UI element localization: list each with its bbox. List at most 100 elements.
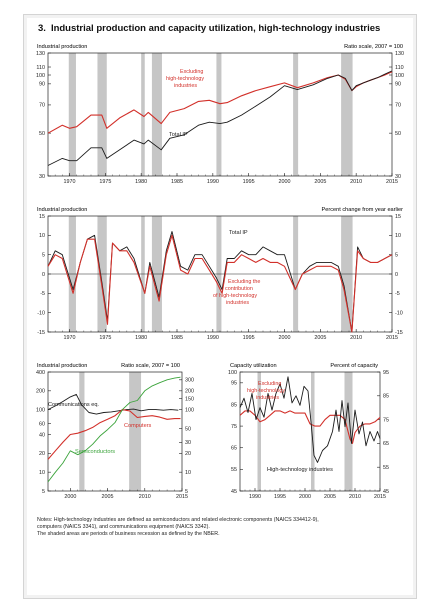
panel2-title: Industrial production xyxy=(37,207,87,213)
p4-x-tick-label: 1990 xyxy=(249,494,261,500)
p1-x-tick-label: 1995 xyxy=(243,179,255,185)
p3-y-tick-label-right: 150 xyxy=(185,396,194,402)
panel3-annotation-computers: Computers xyxy=(124,423,152,429)
p3-x-tick-label: 2010 xyxy=(139,494,151,500)
panel3-annotation-comms: Communications eq. xyxy=(48,402,99,408)
p3-y-tick-label-right: 200 xyxy=(185,389,194,395)
panel-ip-levels: Industrial production Ratio scale, 2007 … xyxy=(36,44,404,185)
p3-y-tick-label-left: 60 xyxy=(39,421,45,427)
p2-y-tick-label-right: -15 xyxy=(395,330,403,336)
panel1-axes: 1970 1975 1980 1985 1990 1995 2000 2005 2010 2015… xyxy=(36,51,404,185)
p4-y-tick-label-right: 85 xyxy=(383,394,389,400)
figure-number: 3. xyxy=(38,23,46,34)
p1-recession-bar xyxy=(68,53,76,176)
p2-y-tick-label-left: -15 xyxy=(37,330,45,336)
p3-y-tick-label-right: 20 xyxy=(185,451,191,457)
p1-y-tick-label-right: 130 xyxy=(395,51,404,57)
p2-x-tick-label: 1990 xyxy=(207,335,219,341)
p2-x-tick-label: 2015 xyxy=(386,335,398,341)
p2-y-tick-label-left: 10 xyxy=(39,233,45,239)
p4-y-tick-label-left: 55 xyxy=(231,467,237,473)
panel2-series xyxy=(47,231,393,333)
panel4-annotation-excl-line3: industries xyxy=(256,395,279,401)
panel3-annotation-semis: Semiconductors xyxy=(75,449,115,455)
p1-series-line xyxy=(47,70,393,166)
p1-x-tick-label: 1980 xyxy=(135,179,147,185)
p2-y-tick-label-right: 15 xyxy=(395,214,401,220)
p1-x-tick-label: 2005 xyxy=(314,179,326,185)
p4-y-tick-label-right: 45 xyxy=(383,489,389,495)
p4-y-tick-label-right: 55 xyxy=(383,465,389,471)
panel2-annotation-excl-line2: contribution xyxy=(225,286,253,292)
panel1-annotation-excluding-line2: high-technology xyxy=(166,76,204,82)
panel1-series xyxy=(47,70,393,166)
panel4-series xyxy=(239,376,381,463)
panel1-units: Ratio scale, 2007 = 100 xyxy=(344,44,403,50)
p2-y-tick-label-left: 0 xyxy=(42,272,45,278)
p1-x-tick-label: 2000 xyxy=(279,179,291,185)
p3-y-tick-label-left: 10 xyxy=(39,470,45,476)
p4-recession-bar xyxy=(257,372,261,491)
p1-y-tick-label-left: 130 xyxy=(36,51,45,57)
p2-y-tick-label-left: 15 xyxy=(39,214,45,220)
panel4-title: Capacity utilization xyxy=(230,363,277,369)
p3-series-line xyxy=(47,409,181,460)
p2-y-tick-label-right: -5 xyxy=(395,291,400,297)
p4-series-line xyxy=(239,376,381,463)
p2-x-tick-label: 2010 xyxy=(350,335,362,341)
p4-y-tick-label-left: 100 xyxy=(228,370,237,376)
panel3-title: Industrial production xyxy=(37,363,87,369)
p3-plot-frame xyxy=(47,371,183,492)
p3-y-tick-label-left: 400 xyxy=(36,370,45,376)
p4-x-tick-label: 2000 xyxy=(299,494,311,500)
p2-y-tick-label-right: 5 xyxy=(395,252,398,258)
p1-y-tick-label-right: 70 xyxy=(395,103,401,109)
p2-x-tick-label: 1970 xyxy=(64,335,76,341)
p1-y-tick-label-right: 100 xyxy=(395,73,404,79)
p1-y-tick-label-left: 50 xyxy=(39,131,45,137)
p1-recession-bar xyxy=(293,53,299,176)
p2-x-tick-label: 1995 xyxy=(243,335,255,341)
panel3-recession-shading xyxy=(79,372,142,491)
p3-y-tick-label-right: 50 xyxy=(185,426,191,432)
panel2-axes: 1970 1975 1980 1985 1990 1995 2000 2005 2010 2015… xyxy=(37,214,403,341)
panel3-series xyxy=(47,376,181,483)
p4-recession-bar xyxy=(311,372,315,491)
panel4-annotation-excl-line1: Excluding xyxy=(258,381,281,387)
p2-y-tick-label-right: 10 xyxy=(395,233,401,239)
p3-x-tick-label: 2000 xyxy=(64,494,76,500)
p3-y-tick-label-right: 100 xyxy=(185,407,194,413)
p4-series-line xyxy=(239,410,381,444)
panel2-annotation-excl-line1: Excluding the xyxy=(228,279,260,285)
p2-y-tick-label-right: 0 xyxy=(395,272,398,278)
p2-x-tick-label: 1980 xyxy=(135,335,147,341)
p2-x-tick-label: 2000 xyxy=(279,335,291,341)
notes-line-1: Notes: High-technology industries are de… xyxy=(37,517,319,523)
p1-y-tick-label-right: 110 xyxy=(395,65,404,71)
panel1-annotation-excluding-line1: Excluding xyxy=(180,69,203,75)
panel1-recession-shading xyxy=(68,53,353,176)
p1-recession-bar xyxy=(341,53,353,176)
p4-y-tick-label-left: 65 xyxy=(231,446,237,452)
panel4-axes: 1990 1995 2000 2005 2010 20154555657585951004… xyxy=(228,370,389,500)
p3-y-tick-label-right: 5 xyxy=(185,489,188,495)
p4-x-tick-label: 1995 xyxy=(274,494,286,500)
panel-ip-percent-change: Industrial production Percent change fro… xyxy=(37,207,403,341)
notes-line-2: computers (NAICS 3341), and communicatio… xyxy=(37,524,210,530)
p2-x-tick-label: 1985 xyxy=(171,335,183,341)
p3-y-tick-label-right: 300 xyxy=(185,378,194,384)
p1-recession-bar xyxy=(141,53,145,176)
p3-y-tick-label-left: 20 xyxy=(39,451,45,457)
p1-y-tick-label-left: 110 xyxy=(36,65,45,71)
p4-y-tick-label-left: 85 xyxy=(231,402,237,408)
p3-x-tick-label: 2005 xyxy=(102,494,114,500)
p1-recession-bar xyxy=(216,53,222,176)
p4-y-tick-label-right: 75 xyxy=(383,417,389,423)
p3-y-tick-label-right: 30 xyxy=(185,440,191,446)
p4-x-tick-label: 2005 xyxy=(324,494,336,500)
p2-y-tick-label-left: -10 xyxy=(37,310,45,316)
p1-recession-bar xyxy=(151,53,162,176)
panel-hightech-components: Industrial production Ratio scale, 2007 … xyxy=(36,363,194,500)
